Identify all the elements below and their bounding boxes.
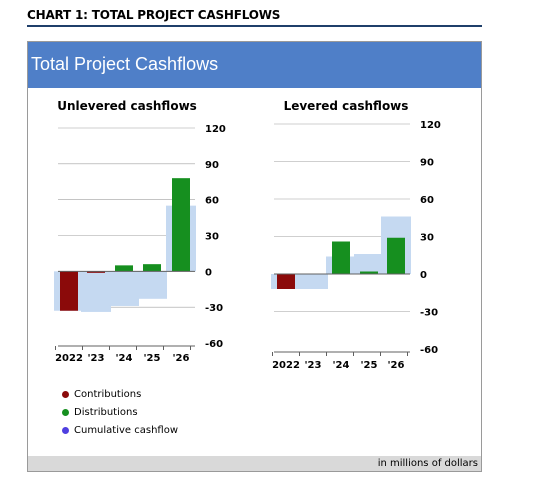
levered-distribution-bar — [387, 237, 405, 274]
levered-y-tick-label: -30 — [420, 308, 438, 319]
unlevered-x-tick-label: 2022 — [55, 353, 83, 364]
unlevered-y-tick-label: 0 — [205, 267, 212, 278]
units-note: in millions of dollars — [377, 458, 478, 469]
legend-item-distributions: Distributions — [62, 403, 178, 421]
footer-bar: in millions of dollars — [28, 456, 481, 471]
chart-banner: Total Project Cashflows — [28, 42, 481, 88]
unlevered-cumulative-bar — [81, 271, 111, 312]
unlevered-x-tick-label: '25 — [144, 353, 161, 364]
levered-distribution-bar — [360, 271, 378, 274]
unlevered-y-tick-label: -30 — [205, 303, 223, 314]
levered-cumulative-bar — [298, 274, 328, 289]
unlevered-x-tick-label: '24 — [116, 353, 133, 364]
legend-marker-cumulative — [62, 426, 69, 434]
unlevered-contribution-bar — [60, 271, 78, 311]
unlevered-x-tick-label: '26 — [173, 353, 190, 364]
unlevered-chart-title: Unlevered cashflows — [57, 99, 197, 113]
banner-title: Total Project Cashflows — [31, 54, 219, 74]
unlevered-distribution-bar — [115, 265, 133, 272]
unlevered-y-tick-label: -60 — [205, 339, 223, 350]
page-title: CHART 1: TOTAL PROJECT CASHFLOWS — [27, 8, 281, 22]
levered-x-tick-label: '24 — [333, 360, 350, 371]
levered-y-tick-label: 30 — [420, 233, 434, 244]
legend-marker-contributions — [62, 390, 69, 398]
levered-distribution-bar — [332, 241, 350, 274]
levered-y-tick-label: 90 — [420, 158, 434, 169]
levered-chart-title: Levered cashflows — [284, 99, 409, 113]
unlevered-y-tick-label: 30 — [205, 232, 219, 243]
legend-label-contributions: Contributions — [74, 388, 142, 400]
unlevered-y-tick-label: 90 — [205, 160, 219, 171]
legend: Contributions Distributions Cumulative c… — [62, 385, 178, 439]
levered-y-tick-label: 120 — [420, 120, 441, 131]
unlevered-cumulative-bar — [137, 271, 167, 299]
legend-label-cumulative: Cumulative cashflow — [74, 424, 179, 436]
legend-item-contributions: Contributions — [62, 385, 178, 403]
levered-x-tick-label: '23 — [305, 360, 322, 371]
levered-x-tick-label: '26 — [388, 360, 405, 371]
unlevered-contribution-bar — [87, 271, 105, 273]
levered-contribution-bar — [277, 274, 295, 289]
levered-y-tick-label: 60 — [420, 195, 434, 206]
unlevered-y-tick-label: 120 — [205, 124, 226, 135]
levered-y-tick-label: -60 — [420, 345, 438, 356]
unlevered-y-tick-label: 60 — [205, 196, 219, 207]
unlevered-cumulative-bar — [109, 271, 139, 306]
unlevered-distribution-bar — [143, 264, 161, 272]
levered-cumulative-bar — [354, 254, 384, 274]
legend-label-distributions: Distributions — [74, 406, 138, 418]
unlevered-distribution-bar — [172, 178, 190, 272]
levered-y-tick-label: 0 — [420, 270, 427, 281]
unlevered-x-tick-label: '23 — [88, 353, 105, 364]
title-rule — [27, 25, 482, 27]
levered-x-tick-label: 2022 — [272, 360, 300, 371]
legend-item-cumulative: Cumulative cashflow — [62, 421, 178, 439]
levered-x-tick-label: '25 — [361, 360, 378, 371]
legend-marker-distributions — [62, 408, 69, 416]
